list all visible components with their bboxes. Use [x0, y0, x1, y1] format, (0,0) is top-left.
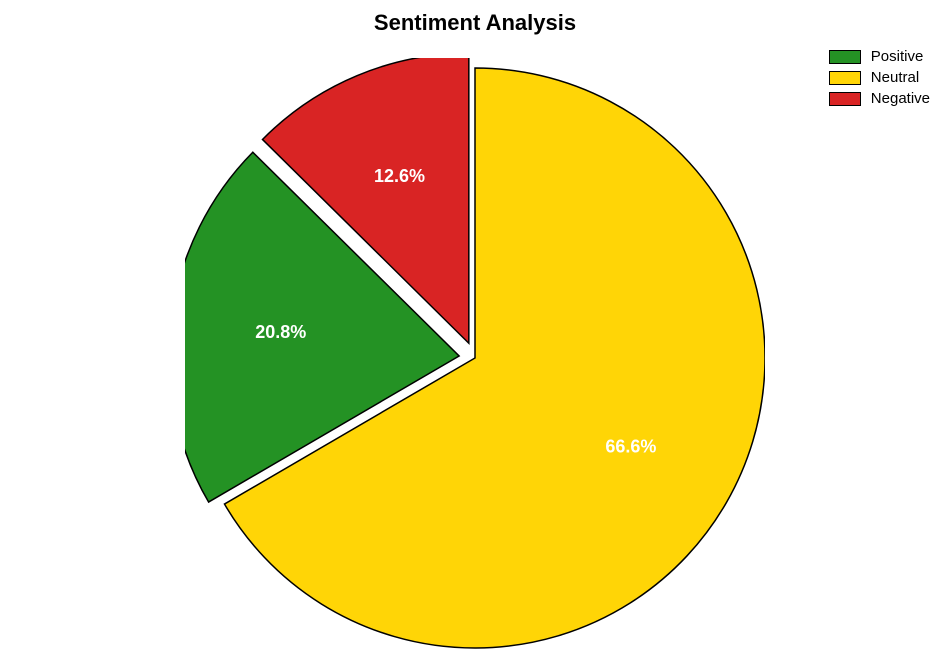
legend-item: Neutral	[829, 69, 930, 86]
legend-swatch	[829, 92, 861, 106]
legend-item: Positive	[829, 48, 930, 65]
legend-swatch	[829, 50, 861, 64]
slice-label-neutral: 66.6%	[605, 436, 656, 456]
slice-label-positive: 20.8%	[255, 322, 306, 342]
legend-label: Positive	[871, 48, 924, 65]
slice-label-negative: 12.6%	[374, 166, 425, 186]
legend-label: Negative	[871, 90, 930, 107]
chart-title: Sentiment Analysis	[0, 10, 950, 36]
chart-legend: Positive Neutral Negative	[829, 48, 930, 111]
legend-item: Negative	[829, 90, 930, 107]
legend-swatch	[829, 71, 861, 85]
pie-chart-container: Sentiment Analysis 66.6% 20.8% 12.6% Posit…	[0, 0, 950, 662]
pie-chart-svg: 66.6% 20.8% 12.6%	[185, 58, 765, 658]
legend-label: Neutral	[871, 69, 919, 86]
